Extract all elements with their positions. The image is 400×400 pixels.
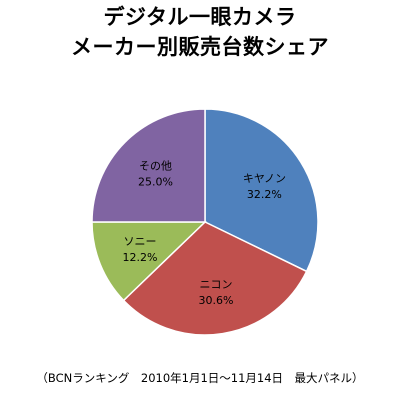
slice-label-3: その他	[139, 160, 172, 173]
source-note: （BCNランキング 2010年1月1日～11月14日 最大パネル）	[36, 371, 364, 385]
chart-title-line-1: デジタル一眼カメラ	[103, 5, 297, 29]
slice-value-2: 12.2%	[123, 251, 158, 264]
slice-label-1: ニコン	[200, 278, 233, 291]
slice-label-2: ソニー	[124, 235, 157, 248]
slice-value-0: 32.2%	[247, 188, 282, 201]
pie-slice-3	[91, 108, 206, 223]
slice-value-1: 30.6%	[199, 294, 234, 307]
pie-slice-2	[91, 221, 207, 302]
slice-label-0: キヤノン	[243, 172, 286, 185]
pie-slice-1	[122, 221, 308, 336]
slice-value-3: 25.0%	[138, 176, 173, 189]
chart-title-line-2: メーカー別販売台数シェア	[71, 35, 329, 59]
pie-slice-0	[204, 108, 319, 273]
